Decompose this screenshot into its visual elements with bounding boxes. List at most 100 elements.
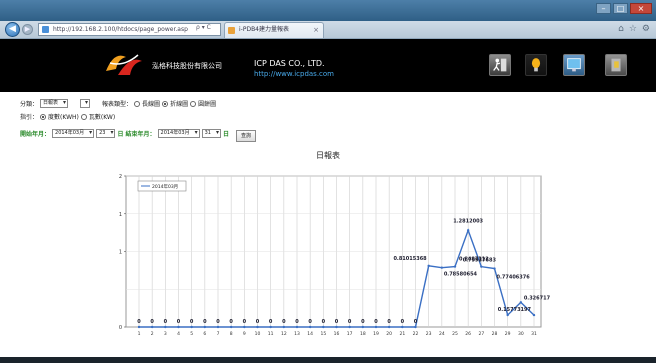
bottom-strip [0,357,656,363]
data-point [414,325,417,329]
close-window-button[interactable]: × [630,3,652,14]
data-point [519,301,523,304]
x-tick-label: 20 [386,331,392,337]
report-type-label: 報表類型： [102,101,133,108]
data-point [164,325,167,329]
address-tools[interactable]: ρ ▾ C [196,24,211,31]
y-tick-label: 1 [119,212,122,218]
screen-button[interactable] [563,54,585,76]
data-point [137,325,141,329]
data-point [203,325,207,329]
start-month-value: 2014年03月 [55,130,85,136]
data-point [150,325,154,329]
query-button[interactable]: 查詢 [236,130,257,142]
data-label: 0 [190,319,194,325]
data-label: 0.81015368 [393,256,427,262]
window-controls: – □ × [596,3,652,14]
x-tick-label: 1 [138,331,141,337]
data-label: 0 [401,319,405,325]
x-tick-label: 14 [307,331,313,337]
tab-active[interactable]: i-PDB4建力量報表 × [224,22,324,38]
data-point [348,325,351,329]
monitor-icon [567,58,581,72]
x-tick-label: 2 [151,331,154,337]
group-select[interactable]: 日報表 [40,99,69,108]
home-icon[interactable]: ⌂ [618,24,624,34]
window-title-bar: – □ × [0,0,656,21]
group-label: 分類： [20,101,39,108]
settings-gear-icon[interactable]: ⚙ [641,24,650,34]
tips-button[interactable] [525,54,547,76]
data-point [322,325,325,329]
data-label: 0.326717 [524,295,551,301]
icp-das-logo-icon [104,49,144,79]
x-tick-label: 5 [190,331,193,337]
data-point [361,325,365,329]
legend-label: 2014年03月 [152,183,178,190]
exit-button[interactable] [489,54,511,76]
page-viewport: 泓格科技股份有限公司 ICP DAS CO., LTD. http://www.… [0,39,656,357]
tab-close-icon[interactable]: × [313,26,319,34]
x-tick-label: 7 [217,331,220,337]
x-tick-label: 9 [243,331,246,337]
back-button[interactable]: ◀ [5,22,20,37]
radio-line-chart[interactable] [162,100,169,107]
data-point [453,265,457,268]
start-day-select[interactable]: 23 [96,129,116,138]
x-tick-label: 15 [320,331,326,337]
x-tick-label: 6 [203,331,206,337]
end-day-select[interactable]: 31 [201,129,221,138]
x-tick-label: 12 [281,331,287,337]
x-tick-label: 24 [439,331,445,337]
y-tick-label: 2 [119,174,122,180]
data-label: 0 [374,319,378,325]
exit-door-icon [493,58,507,72]
maximize-button[interactable]: □ [613,3,628,14]
data-label: 0 [229,319,233,325]
end-month-select[interactable]: 2014年03月 [157,129,200,138]
data-point [401,325,404,329]
x-tick-label: 22 [413,331,419,337]
end-day-value: 31 [204,130,211,136]
address-bar[interactable]: http://192.168.2.100/htdocs/page_power.a… [38,23,221,36]
radio-kw[interactable] [80,113,87,120]
company-url-link[interactable]: http://www.icpdas.com [254,70,334,78]
radio-kwh[interactable] [40,113,47,120]
data-point [308,325,312,329]
radio-kwh-label: 度數(KWH) [48,114,79,121]
start-month-select[interactable]: 2014年03月 [52,129,95,138]
x-tick-label: 28 [492,331,498,337]
start-day-unit: 日 [117,131,124,138]
x-tick-label: 21 [399,331,405,337]
data-label: 0 [177,319,181,325]
radio-pie-chart[interactable] [190,100,197,107]
start-date-label: 開始年月： [20,131,51,138]
data-point [493,267,496,270]
data-point [506,313,509,317]
data-point [243,325,246,329]
favorites-icon[interactable]: ☆ [628,24,637,34]
x-tick-label: 13 [294,331,300,337]
form-row-date: 開始年月： 2014年03月 23 日 結束年月： 2014年03月 31 日 … [20,125,257,142]
group-subselect[interactable] [80,99,91,108]
url-text: http://192.168.2.100/htdocs/page_power.a… [53,26,188,33]
forward-button[interactable]: ▶ [22,24,33,35]
lightbulb-icon [531,58,541,72]
radio-bar-chart[interactable] [134,100,141,107]
browser-toolbar: ◀ ▶ http://192.168.2.100/htdocs/page_pow… [0,21,656,39]
radio-pie-chart-label: 圓餅圖 [198,101,217,108]
data-label: 0 [269,319,273,325]
end-date-label: 結束年月： [125,131,156,138]
form-row-index: 指引： 度數(KWH) 瓦數(KW) [20,112,115,121]
minimize-button[interactable]: – [596,3,611,14]
radio-kw-label: 瓦數(KW) [88,114,116,121]
data-point [466,229,470,232]
data-label: 0 [308,319,312,325]
data-label: 0 [243,319,247,325]
tool-icon [611,58,621,72]
tool-button[interactable] [605,54,627,76]
tab-label: i-PDB4建力量報表 [239,26,290,33]
x-tick-label: 4 [177,331,180,337]
data-point [256,325,259,329]
company-name-zh: 泓格科技股份有限公司 [152,62,222,70]
